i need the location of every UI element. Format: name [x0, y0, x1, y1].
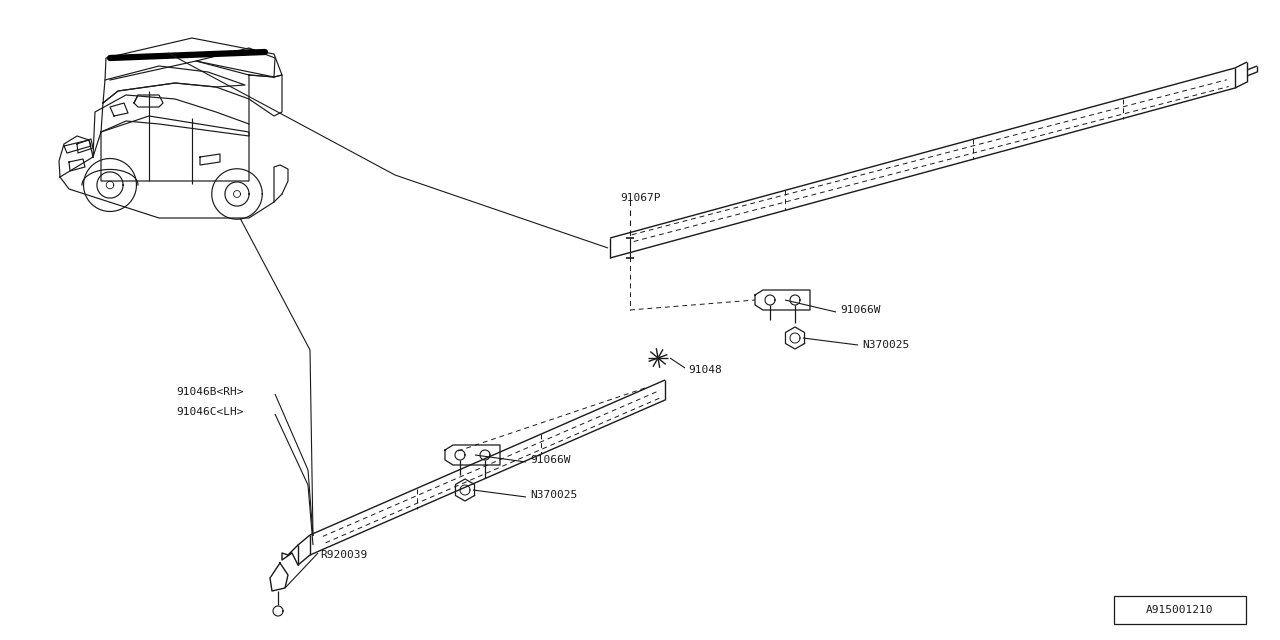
Text: R920039: R920039 — [320, 550, 367, 560]
Text: A915001210: A915001210 — [1147, 605, 1213, 615]
Text: 91067P: 91067P — [620, 193, 660, 203]
Text: N370025: N370025 — [530, 490, 577, 500]
Text: 91066W: 91066W — [530, 455, 571, 465]
Text: 91048: 91048 — [689, 365, 722, 375]
Text: 91046B<RH>: 91046B<RH> — [177, 387, 243, 397]
Text: 91046C<LH>: 91046C<LH> — [177, 407, 243, 417]
Bar — [1114, 596, 1245, 624]
Text: 91066W: 91066W — [840, 305, 881, 315]
Text: N370025: N370025 — [861, 340, 909, 350]
